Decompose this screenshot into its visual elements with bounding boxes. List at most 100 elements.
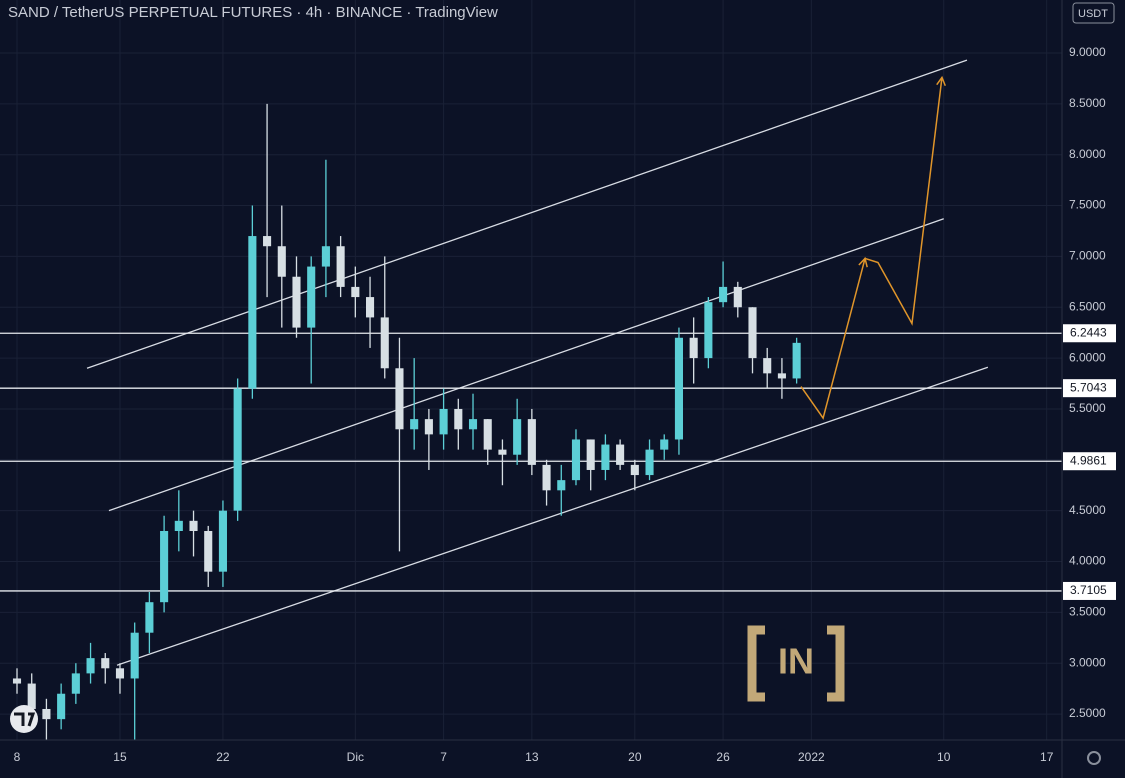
candle-body	[307, 266, 316, 328]
y-tick-label: 7.0000	[1069, 249, 1106, 263]
level-label: 6.2443	[1070, 325, 1107, 339]
level-label-box	[1063, 452, 1116, 471]
y-tick-label: 7.5000	[1069, 198, 1106, 212]
candle-body	[233, 388, 242, 511]
candle-body	[27, 683, 36, 709]
channel-line	[86, 59, 968, 369]
candle-body	[527, 419, 536, 465]
candle-body	[542, 464, 551, 491]
y-tick-label: 3.5000	[1069, 605, 1106, 619]
channel-line	[108, 218, 944, 512]
x-tick-label: 13	[525, 750, 539, 764]
y-tick-label: 4.0000	[1069, 554, 1106, 568]
y-tick-label: 2.5000	[1069, 706, 1106, 720]
candle-body	[218, 510, 227, 572]
candle-body	[468, 419, 478, 430]
tv-logo-mark	[14, 712, 36, 727]
arrow-head	[936, 75, 946, 87]
x-tick-label: 2022	[798, 750, 825, 764]
candle-body	[204, 530, 213, 572]
candle-body	[733, 286, 742, 308]
level-label-box	[1063, 379, 1116, 398]
candle-body	[365, 297, 375, 318]
candle-body	[601, 444, 610, 470]
axes: 2.50003.00003.50004.00004.50005.00005.50…	[14, 45, 1116, 764]
candle-body	[483, 419, 492, 450]
y-tick-label: 6.0000	[1069, 350, 1106, 364]
candle-body	[115, 668, 125, 679]
candle-body	[174, 520, 183, 531]
candle-body	[248, 236, 257, 389]
level-label: 4.9861	[1070, 453, 1107, 467]
candle-body	[792, 342, 801, 379]
x-tick-label: 8	[14, 750, 21, 764]
candle-body	[513, 419, 522, 455]
candle-body	[101, 658, 110, 669]
projection-path	[800, 77, 943, 420]
candle-body	[160, 530, 169, 603]
x-tick-label: 20	[628, 750, 642, 764]
x-tick-label: 26	[716, 750, 730, 764]
channel-line	[116, 366, 989, 666]
candle-body	[439, 408, 448, 435]
logo-text: IN	[778, 641, 814, 682]
candle-body	[498, 449, 507, 455]
candle-body	[321, 246, 330, 267]
level-label: 5.7043	[1070, 380, 1107, 394]
x-tick-label: 15	[113, 750, 127, 764]
settings-icon[interactable]	[1087, 751, 1101, 765]
gear[interactable]	[1087, 751, 1101, 765]
x-tick-label: 17	[1040, 750, 1054, 764]
y-tick-label: 5.5000	[1069, 401, 1106, 415]
y-tick-label: 9.0000	[1069, 45, 1106, 59]
candle-body	[189, 520, 198, 531]
logo-bracket	[747, 625, 845, 702]
candle-body	[292, 276, 301, 328]
level-label: 3.7105	[1070, 583, 1107, 597]
candle-body	[571, 439, 581, 481]
x-tick-label: 7	[440, 750, 447, 764]
currency-box[interactable]	[1072, 2, 1115, 24]
tv-logo	[10, 705, 38, 733]
arrow-head	[858, 256, 868, 268]
candle-body	[71, 673, 80, 694]
candle-body	[424, 419, 433, 435]
candle-body	[86, 658, 95, 674]
chart-title: SAND / TetherUS PERPETUAL FUTURES · 4h ·…	[8, 4, 498, 21]
candle-body	[689, 337, 698, 359]
candle-body	[557, 480, 566, 491]
candle-body	[42, 708, 51, 720]
candle-body	[645, 449, 654, 476]
watermark-logo: IN	[747, 625, 845, 702]
y-tick-label: 6.5000	[1069, 299, 1106, 313]
candle-body	[263, 236, 272, 247]
candle-body	[674, 337, 683, 440]
candle-body	[277, 246, 286, 277]
candle-body	[586, 439, 595, 470]
grid	[0, 0, 1062, 740]
x-tick-label: Dic	[347, 750, 364, 764]
candle-body	[616, 444, 625, 465]
candle-body	[145, 602, 154, 633]
x-tick-label: 10	[937, 750, 951, 764]
y-tick-label: 8.5000	[1069, 96, 1106, 110]
y-tick-label: 8.0000	[1069, 147, 1106, 161]
candle-body	[719, 286, 728, 303]
candle-body	[12, 678, 22, 684]
candle-body	[351, 286, 360, 298]
candle-body	[410, 419, 419, 430]
projection	[800, 75, 946, 420]
candle-body	[57, 693, 66, 720]
candle-body	[630, 464, 639, 476]
candle-body	[704, 302, 713, 359]
currency: USDT	[1078, 8, 1108, 20]
y-tick-label: 3.0000	[1069, 655, 1106, 669]
candle-body	[380, 317, 389, 369]
candle-body	[130, 632, 139, 679]
candle-body	[395, 368, 404, 430]
level-label-box	[1063, 581, 1116, 600]
x-tick-label: 22	[216, 750, 230, 764]
candle-body	[336, 246, 345, 287]
